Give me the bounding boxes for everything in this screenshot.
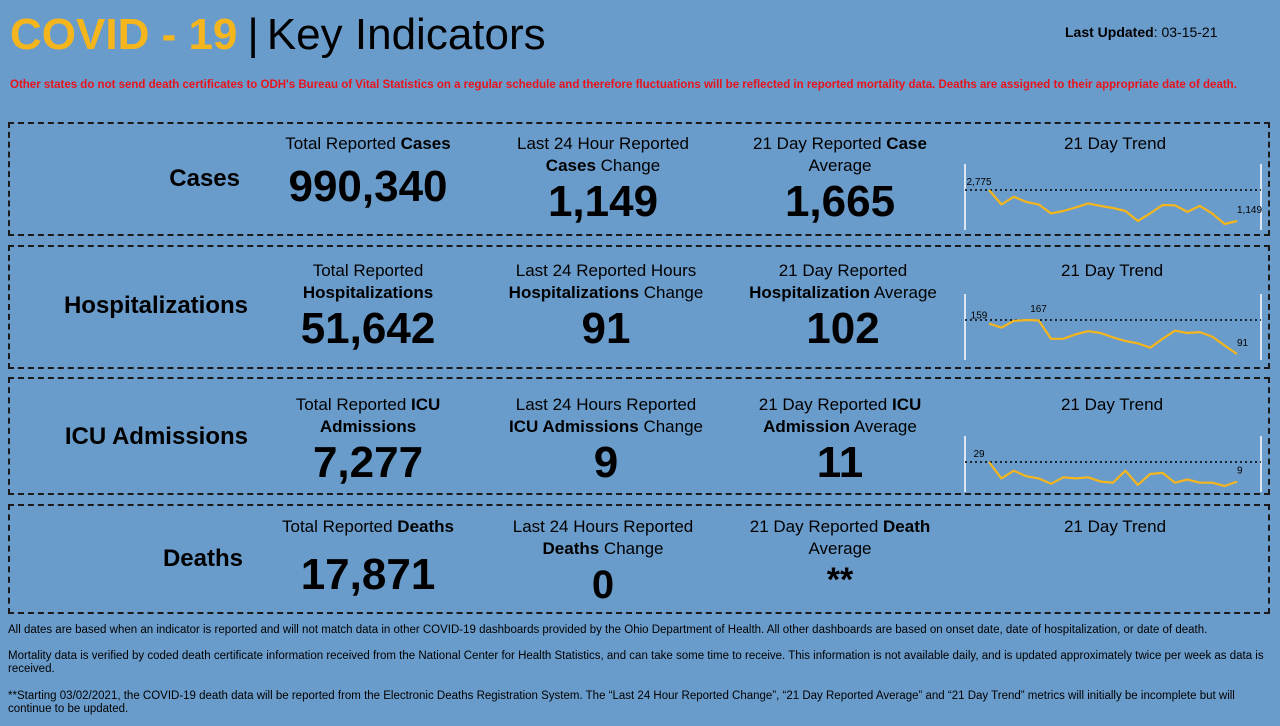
hospitalizations-trend-heading: 21 Day Trend [1060,261,1164,280]
row-label-icu: ICU Admissions [64,423,248,450]
hospitalizations-total-value: 51,642 [300,304,436,353]
icu-trend-chart: 29 9 [964,436,1262,492]
icu-change: Last 24 Hours Reported ICU Admissions Cha… [509,394,703,488]
row-label-cases: Cases [169,165,240,192]
page-title: COVID - 19 | Key Indicators [10,8,546,62]
title-key-indicators: Key Indicators [266,10,546,59]
cases-change-heading: Last 24 Hour Reported Cases Change [517,134,689,175]
hospitalizations-trend-end-label: 91 [1237,338,1249,349]
icu-average-value: 11 [816,438,864,487]
deaths-trend-heading: 21 Day Trend [1063,517,1167,536]
cases-total: Total Reported Cases 990,340 [285,133,450,212]
row-label-hospitalizations: Hospitalizations [63,292,248,319]
icu-trend-series-line [988,461,1238,488]
row-label-deaths: Deaths [162,545,243,572]
icu-total: Total Reported ICU Admissions 7,277 [296,394,441,488]
mortality-notice: Other states do not send death certifica… [10,79,1237,91]
deaths-change-heading: Last 24 Hours Reported Deaths Change [512,517,694,558]
deaths-average: 21 Day Reported Death Average ** [750,516,930,600]
deaths-average-value: ** [826,561,854,599]
icu-total-value: 7,277 [312,438,424,487]
cases-trend-series-line [988,189,1238,226]
cases-average-value: 1,665 [784,177,896,226]
cases-trend-chart: 2,775 1,149 [964,164,1262,230]
hospitalizations-trend-start-label: 159 [971,311,988,322]
deaths-change: Last 24 Hours Reported Deaths Change 0 [513,516,694,610]
panel-icu [8,377,1270,495]
hospitalizations-change: Last 24 Reported Hours Hospitalizations C… [509,260,704,354]
panel-cases [8,122,1270,236]
icu-change-value: 9 [593,438,619,487]
last-updated-label: Last Updated [1065,24,1154,40]
icu-average-heading: 21 Day Reported ICU Admission Average [758,395,922,436]
cases-trend-end-label: 1,149 [1237,205,1262,216]
panel-hospitalizations [8,245,1270,369]
deaths-total-heading: Total Reported Deaths [282,517,454,536]
hospitalizations-change-heading: Last 24 Reported Hours Hospitalizations C… [508,261,704,302]
panel-deaths [8,504,1270,614]
icu-trend-start-label: 29 [973,449,985,460]
last-updated-value: : 03-15-21 [1153,24,1218,40]
deaths-change-value: 0 [591,563,615,607]
cases-average-heading: 21 Day Reported Case Average [753,134,927,175]
icu-trend-end-label: 9 [1237,466,1243,477]
deaths-total: Total Reported Deaths 17,871 [282,516,454,600]
hospitalizations-total-heading: Total Reported Hospitalizations [302,261,434,302]
hospitalizations-average: 21 Day Reported Hospitalization Average 1… [749,260,937,354]
cases-trend-heading: 21 Day Trend [1063,134,1167,153]
last-updated: Last Updated: 03-15-21 [1065,24,1218,40]
cases-trend-start-label: 2,775 [966,177,991,188]
title-covid: COVID - 19 [10,10,238,59]
hospitalizations-total: Total Reported Hospitalizations 51,642 [301,260,436,354]
hospitalizations-trend-series-line [988,318,1238,355]
icu-change-heading: Last 24 Hours Reported ICU Admissions Cha… [508,395,704,436]
hospitalizations-change-value: 91 [581,304,631,353]
deaths-total-value: 17,871 [300,550,436,599]
footer-note-dates: All dates are based when an indicator is… [8,624,1208,636]
footer-note-starting: **Starting 03/02/2021, the COVID-19 deat… [8,690,1235,715]
hospitalizations-trend-peak-label: 167 [1030,304,1047,315]
cases-total-heading: Total Reported Cases [285,134,451,153]
cases-change: Last 24 Hour Reported Cases Change 1,149 [517,133,689,227]
title-separator: | [247,10,259,59]
hospitalizations-average-value: 102 [806,304,880,353]
cases-total-value: 990,340 [288,162,448,211]
icu-total-heading: Total Reported ICU Admissions [295,395,441,436]
cases-average: 21 Day Reported Case Average 1,665 [753,133,927,227]
hospitalizations-average-heading: 21 Day Reported Hospitalization Average [749,261,937,302]
cases-change-value: 1,149 [547,177,659,226]
footer-note-mortality: Mortality data is verified by coded deat… [8,650,1264,675]
hospitalizations-trend-chart: 159 91 167 [964,294,1262,360]
deaths-average-heading: 21 Day Reported Death Average [749,517,931,558]
icu-trend-heading: 21 Day Trend [1060,395,1164,414]
icu-average: 21 Day Reported ICU Admission Average 11 [759,394,922,488]
